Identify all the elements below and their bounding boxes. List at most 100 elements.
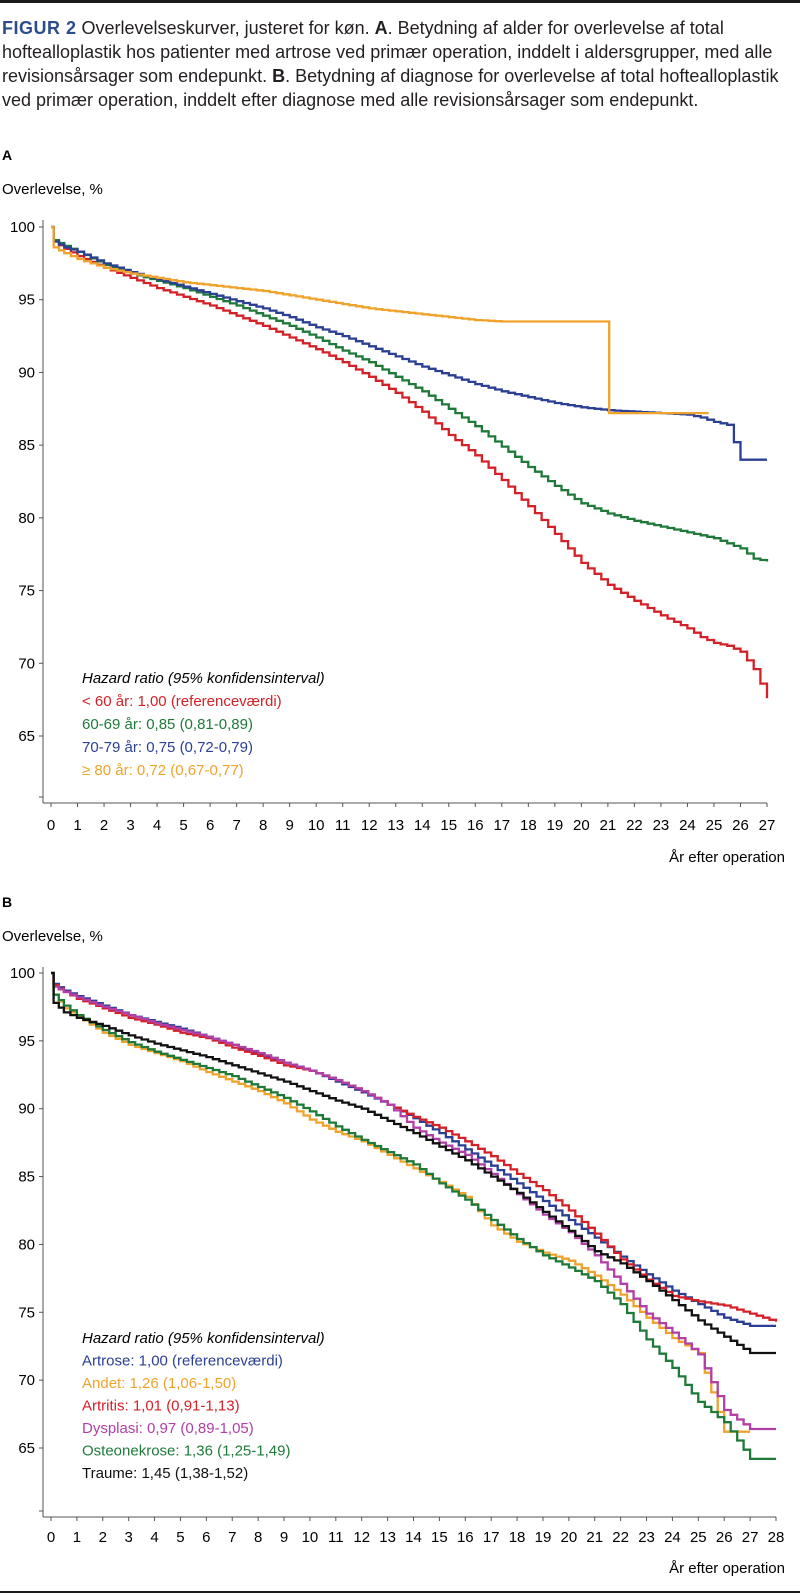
- y-tick-label: 65: [18, 1440, 35, 1457]
- x-tick-label: 7: [228, 1529, 236, 1546]
- x-tick-label: 1: [73, 817, 81, 834]
- y-tick-label: 80: [18, 1236, 35, 1253]
- x-tick-label: 2: [100, 817, 108, 834]
- x-tick-label: 7: [232, 817, 240, 834]
- x-tick-label: 25: [706, 817, 723, 834]
- caption-bold-b: B: [272, 66, 286, 86]
- series-line-60-69-år: [51, 225, 769, 562]
- y-tick-label: 75: [18, 583, 35, 600]
- x-tick-label: 3: [126, 817, 134, 834]
- x-tick-label: 13: [379, 1529, 396, 1546]
- x-tick-label: 10: [308, 817, 325, 834]
- x-tick-label: 25: [690, 1529, 707, 1546]
- x-tick-label: 8: [259, 817, 267, 834]
- y-tick-label: 100: [10, 219, 35, 236]
- x-tick-label: 18: [520, 817, 537, 834]
- x-tick-label: 6: [202, 1529, 210, 1546]
- x-tick-label: 20: [573, 817, 590, 834]
- x-tick-label: 4: [150, 1529, 158, 1546]
- x-tick-label: 22: [612, 1529, 629, 1546]
- series-line-60-år: [51, 225, 769, 699]
- y-tick-label: 85: [18, 1169, 35, 1186]
- y-axis-title: Overlevelse, %: [2, 928, 103, 945]
- x-tick-label: 27: [742, 1529, 759, 1546]
- x-tick-label: 26: [732, 817, 749, 834]
- y-tick-label: 85: [18, 437, 35, 454]
- x-tick-label: 17: [483, 1529, 500, 1546]
- legend-entry: 60-69 år: 0,85 (0,81-0,89): [82, 716, 253, 733]
- caption-text-2: . Betydning af alder for overlevelse af …: [2, 18, 773, 86]
- x-tick-label: 1: [73, 1529, 81, 1546]
- x-axis-title: År efter operation: [669, 1560, 785, 1577]
- x-tick-label: 4: [153, 817, 161, 834]
- series-line-artritis: [51, 971, 778, 1322]
- x-tick-label: 11: [328, 1529, 344, 1546]
- y-tick-label: 95: [18, 1033, 35, 1050]
- x-tick-label: 3: [125, 1529, 133, 1546]
- panel-letter: A: [2, 147, 12, 163]
- series-line-70-79-år: [51, 225, 767, 461]
- x-tick-label: 5: [176, 1529, 184, 1546]
- legend-title: Hazard ratio (95% konfidensinterval): [82, 1330, 325, 1347]
- series-line-artrose: [51, 971, 776, 1328]
- caption-bold-a: A: [374, 18, 388, 38]
- x-tick-label: 5: [179, 817, 187, 834]
- x-tick-label: 19: [535, 1529, 552, 1546]
- x-tick-label: 14: [414, 817, 431, 834]
- x-tick-label: 23: [653, 817, 670, 834]
- legend-entry: < 60 år: 1,00 (referenceværdi): [82, 693, 282, 710]
- x-tick-label: 24: [679, 817, 696, 834]
- legend-entry: Andet: 1,26 (1,06-1,50): [82, 1375, 236, 1392]
- x-tick-label: 10: [302, 1529, 319, 1546]
- x-tick-label: 21: [586, 1529, 603, 1546]
- y-tick-label: 95: [18, 292, 35, 309]
- x-tick-label: 2: [99, 1529, 107, 1546]
- x-tick-label: 27: [759, 817, 776, 834]
- x-tick-label: 0: [47, 817, 55, 834]
- x-tick-label: 13: [387, 817, 404, 834]
- x-tick-label: 21: [600, 817, 617, 834]
- panel-letter: B: [2, 894, 12, 910]
- y-tick-label: 70: [18, 1372, 35, 1389]
- legend-entry: Osteonekrose: 1,36 (1,25-1,49): [82, 1443, 290, 1460]
- caption-text-1: Overlevelseskurver, justeret for køn.: [76, 18, 375, 38]
- x-tick-label: 16: [467, 817, 484, 834]
- x-tick-label: 15: [431, 1529, 448, 1546]
- bottom-rule: [0, 1591, 800, 1593]
- x-tick-label: 12: [353, 1529, 370, 1546]
- x-tick-label: 19: [547, 817, 564, 834]
- figure-label: FIGUR 2: [2, 18, 77, 38]
- x-tick-label: 9: [285, 817, 293, 834]
- series-line-80-år: [51, 225, 709, 415]
- x-tick-label: 6: [206, 817, 214, 834]
- x-tick-label: 18: [509, 1529, 526, 1546]
- x-tick-label: 15: [440, 817, 457, 834]
- legend-entry: Artritis: 1,01 (0,91-1,13): [82, 1398, 240, 1415]
- x-tick-label: 28: [768, 1529, 785, 1546]
- top-rule: [0, 0, 800, 3]
- y-tick-label: 90: [18, 364, 35, 381]
- series-line-traume: [51, 971, 776, 1355]
- x-tick-label: 11: [335, 817, 351, 834]
- legend-title: Hazard ratio (95% konfidensinterval): [82, 670, 325, 687]
- series-line-dysplasi: [51, 971, 776, 1431]
- y-tick-label: 70: [18, 655, 35, 672]
- x-tick-label: 24: [664, 1529, 681, 1546]
- x-tick-label: 20: [561, 1529, 578, 1546]
- x-tick-label: 0: [47, 1529, 55, 1546]
- x-tick-label: 9: [280, 1529, 288, 1546]
- x-tick-label: 22: [626, 817, 643, 834]
- x-tick-label: 14: [405, 1529, 422, 1546]
- x-tick-label: 23: [638, 1529, 655, 1546]
- x-axis-title: År efter operation: [669, 849, 785, 866]
- x-tick-label: 17: [493, 817, 510, 834]
- y-axis-title: Overlevelse, %: [2, 181, 103, 198]
- y-tick-label: 75: [18, 1304, 35, 1321]
- x-tick-label: 12: [361, 817, 378, 834]
- y-tick-label: 80: [18, 510, 35, 527]
- legend-entry: Traume: 1,45 (1,38-1,52): [82, 1465, 248, 1482]
- y-tick-label: 90: [18, 1101, 35, 1118]
- x-tick-label: 26: [716, 1529, 733, 1546]
